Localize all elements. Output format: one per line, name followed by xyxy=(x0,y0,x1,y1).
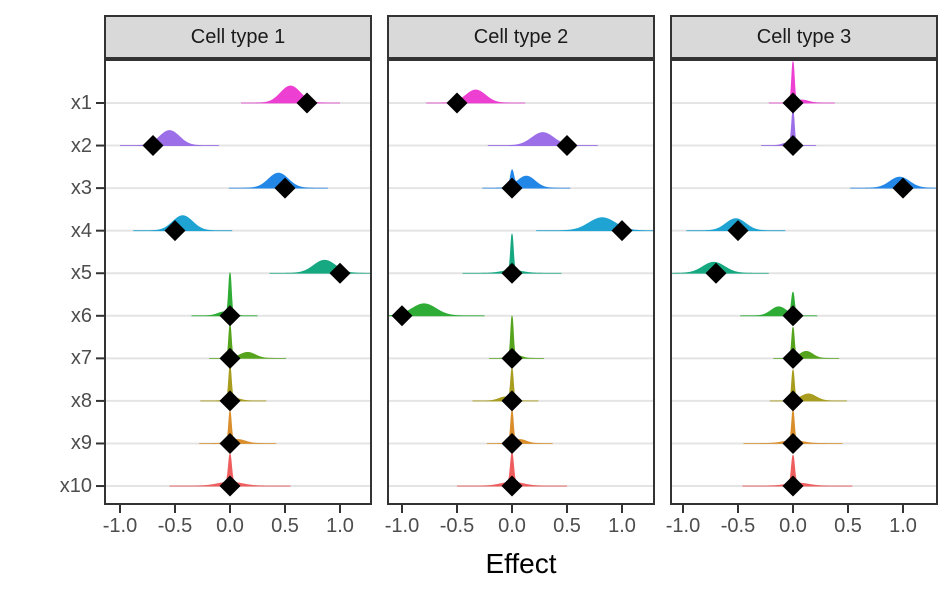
facet-strip-3: Cell type 3 xyxy=(670,15,938,59)
y-axis-label-x3: x3 xyxy=(70,177,92,200)
point-diamond-x6 xyxy=(219,305,241,327)
density-curve-x3 xyxy=(228,172,328,189)
point-diamond-x9 xyxy=(501,432,523,454)
density-curve-x1 xyxy=(768,60,835,104)
point-diamond-x10 xyxy=(782,475,804,497)
x-axis-title: Effect xyxy=(485,548,557,579)
facet-strip-2: Cell type 2 xyxy=(387,15,655,59)
density-curve-x3 xyxy=(482,169,571,189)
facet-strip-title: Cell type 1 xyxy=(190,25,286,48)
point-diamond-x2 xyxy=(556,135,578,157)
panel-border xyxy=(387,59,655,505)
point-diamond-x2 xyxy=(782,135,804,157)
facet-strip-title: Cell type 3 xyxy=(756,25,852,48)
x-tick-label: 1.0 xyxy=(326,515,354,537)
panel-background xyxy=(387,59,655,505)
y-axis-label-x7: x7 xyxy=(70,347,92,370)
density-curve-x9 xyxy=(486,409,553,444)
point-diamond-x3 xyxy=(501,177,523,199)
x-tick-label: 1.0 xyxy=(608,515,636,537)
density-curve-x6 xyxy=(740,291,818,317)
point-diamond-x7 xyxy=(219,347,241,369)
point-diamond-x4 xyxy=(611,220,633,242)
point-diamond-x10 xyxy=(501,475,523,497)
density-curve-x1 xyxy=(241,85,340,104)
x-tick-label: 0.0 xyxy=(498,515,526,537)
point-diamond-x5 xyxy=(329,262,351,284)
point-diamond-x1 xyxy=(296,92,318,114)
x-tick-label: 0.0 xyxy=(216,515,244,537)
point-diamond-x6 xyxy=(782,305,804,327)
point-diamond-x9 xyxy=(782,432,804,454)
density-curve-x4 xyxy=(133,215,233,232)
point-diamond-x1 xyxy=(446,92,468,114)
x-tick-label: -1.0 xyxy=(665,515,701,537)
density-curve-x10 xyxy=(169,453,291,487)
x-tick-label: 0.5 xyxy=(553,515,581,537)
y-axis-label-x9: x9 xyxy=(70,432,92,455)
point-diamond-x2 xyxy=(142,135,164,157)
density-curve-x2 xyxy=(120,130,219,146)
point-diamond-x4 xyxy=(164,220,186,242)
x-tick-label: -0.5 xyxy=(157,515,193,537)
point-diamond-x8 xyxy=(782,390,804,412)
point-diamond-x10 xyxy=(219,475,241,497)
facet-strip-1: Cell type 1 xyxy=(104,15,372,59)
point-diamond-x3 xyxy=(274,177,296,199)
x-tick-label: 1.0 xyxy=(889,515,917,537)
point-diamond-x1 xyxy=(782,92,804,114)
point-diamond-x7 xyxy=(782,347,804,369)
y-axis-label-x4: x4 xyxy=(70,219,92,242)
point-diamond-x5 xyxy=(705,262,727,284)
y-axis-label-x1: x1 xyxy=(70,92,92,114)
density-curve-x3 xyxy=(850,176,937,189)
density-curve-x2 xyxy=(487,132,598,146)
density-curve-x5 xyxy=(269,259,370,274)
density-curve-x9 xyxy=(199,410,277,444)
panel-background xyxy=(104,59,372,505)
density-curve-x8 xyxy=(472,367,539,402)
density-curve-x5 xyxy=(462,233,562,274)
x-tick-label: -0.5 xyxy=(720,515,756,537)
point-diamond-x5 xyxy=(501,262,523,284)
point-diamond-x8 xyxy=(219,390,241,412)
x-tick-label: 0.5 xyxy=(834,515,862,537)
point-diamond-x7 xyxy=(501,347,523,369)
point-diamond-x9 xyxy=(219,432,241,454)
y-axis-label-x2: x2 xyxy=(70,134,92,157)
facet-panel-3 xyxy=(671,60,937,488)
point-diamond-x6 xyxy=(391,305,413,327)
x-tick-label: -1.0 xyxy=(384,515,420,537)
panel-border xyxy=(670,59,938,505)
x-tick-label: 0.5 xyxy=(271,515,299,537)
facet-strip-title: Cell type 2 xyxy=(473,25,569,48)
y-axis-label-x6: x6 xyxy=(70,304,92,327)
point-diamond-x3 xyxy=(892,177,914,199)
x-tick-label: 0.0 xyxy=(779,515,807,537)
panel-background xyxy=(670,59,938,505)
point-diamond-x4 xyxy=(727,220,749,242)
y-axis-label-x10: x10 xyxy=(59,475,92,498)
x-tick-label: -0.5 xyxy=(439,515,475,537)
y-axis-label-x8: x8 xyxy=(70,389,92,412)
point-diamond-x8 xyxy=(501,390,523,412)
density-curve-x1 xyxy=(426,89,526,104)
panel-border xyxy=(104,59,372,505)
x-tick-label: -1.0 xyxy=(102,515,138,537)
y-axis-label-x5: x5 xyxy=(70,262,92,285)
